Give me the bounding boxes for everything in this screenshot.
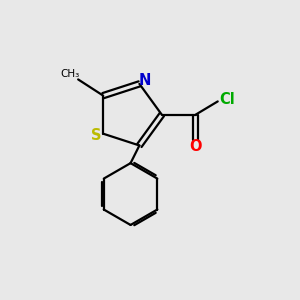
Text: Cl: Cl bbox=[219, 92, 235, 107]
Text: N: N bbox=[139, 73, 151, 88]
Text: CH₃: CH₃ bbox=[60, 68, 80, 79]
Text: O: O bbox=[189, 139, 202, 154]
Text: S: S bbox=[92, 128, 102, 143]
